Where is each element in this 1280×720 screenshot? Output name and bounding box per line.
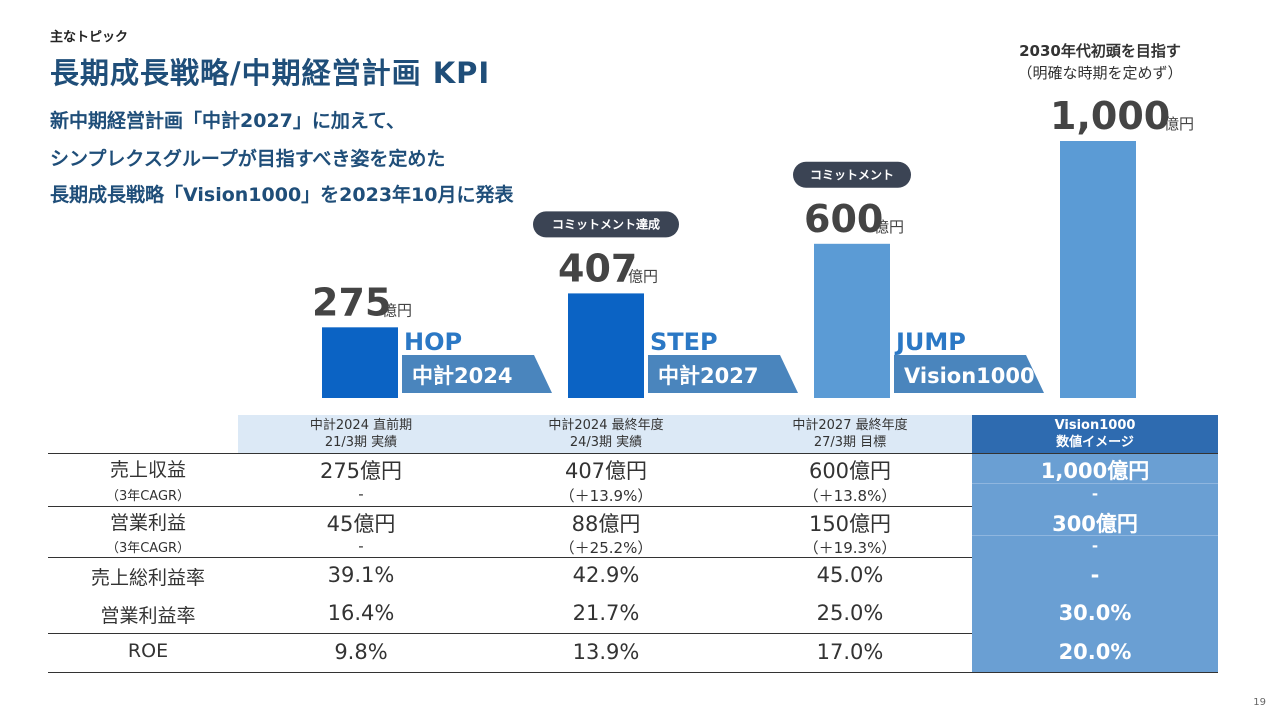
table-rule — [48, 672, 1218, 673]
table-cell: 300億円 — [1052, 512, 1138, 536]
row-label: 売上収益 — [109, 459, 186, 481]
column-header-1-line-1: 中計2024 直前期 — [309, 418, 413, 433]
table-cell: 16.4% — [327, 601, 395, 625]
column-header-1: 中計2024 直前期 21/3期 実績 — [238, 415, 484, 453]
column-header-2-line-1: 中計2024 最終年度 — [548, 418, 664, 433]
table-cell: 25.0% — [816, 601, 884, 625]
topic-label: 主なトピック — [50, 30, 129, 45]
table-cell: 407億円 — [564, 459, 648, 483]
phase-arrow-label: Vision1000 — [904, 364, 1035, 388]
row-label: 営業利益率 — [100, 605, 196, 627]
phase-label: HOP — [404, 328, 462, 356]
status-badge — [793, 161, 911, 188]
headline-line-1: 新中期経営計画「中計2027」に加えて、 — [50, 110, 405, 132]
table-cell: - — [358, 485, 364, 503]
column-header-3: 中計2027 最終年度 27/3期 目標 — [728, 415, 972, 453]
revenue-bar-chart: 中計2024HOP中計2027STEPVision1000JUMP275億円40… — [312, 94, 1194, 398]
table-cell: 17.0% — [816, 640, 884, 664]
table-cell: （＋13.9%） — [559, 487, 653, 505]
column-header-2-line-2: 24/3期 実績 — [569, 435, 643, 450]
headline-line-2: シンプレクスグループが目指すべき姿を定めた — [50, 148, 446, 170]
phase-arrow — [894, 355, 1044, 393]
revenue-bar — [1060, 141, 1136, 398]
bar-unit-label: 億円 — [874, 218, 904, 236]
table-cell: 30.0% — [1058, 601, 1132, 625]
status-badge — [533, 211, 679, 238]
bar-unit-label: 億円 — [628, 267, 658, 285]
table-cell: 600億円 — [808, 459, 892, 483]
vision-column-background — [972, 415, 1218, 673]
bar-unit-label: 億円 — [382, 301, 412, 319]
column-header-vision-line-2: 数値イメージ — [1056, 435, 1134, 450]
target-note: 2030年代初頭を目指す （明確な時期を定めず） — [980, 40, 1220, 84]
table-row-revenue: 売上収益 275億円 407億円 600億円 1,000億円 — [48, 455, 1218, 483]
column-header-3-line-2: 27/3期 目標 — [813, 435, 887, 450]
table-cell: 1,000億円 — [1040, 459, 1150, 483]
table-cell: 45億円 — [326, 512, 396, 536]
headline-line-3: 長期成長戦略「Vision1000」を2023年10月に発表 — [50, 184, 514, 206]
table-cell: 21.7% — [572, 601, 640, 625]
table-rule — [48, 453, 1218, 454]
table-cell: （＋13.8%） — [803, 487, 897, 505]
target-note-line-1: 2030年代初頭を目指す — [1019, 42, 1181, 60]
table-cell: 9.8% — [334, 640, 388, 664]
table-cell: （＋25.2%） — [559, 539, 653, 557]
row-label: （3年CAGR） — [105, 541, 191, 556]
table-cell: （＋19.3%） — [803, 539, 897, 557]
table-row-operating-margin: 営業利益率 16.4% 21.7% 25.0% 30.0% — [48, 601, 1218, 629]
phase-arrow — [402, 355, 552, 393]
table-rule — [48, 557, 972, 558]
column-header-2: 中計2024 最終年度 24/3期 実績 — [484, 415, 728, 453]
kpi-table: 中計2024 直前期 21/3期 実績 中計2024 最終年度 24/3期 実績… — [48, 415, 1218, 673]
revenue-bar — [322, 327, 398, 398]
status-badge-label: コミットメント達成 — [552, 216, 660, 231]
table-row-profit-cagr: （3年CAGR） - （＋25.2%） （＋19.3%） - — [48, 537, 1218, 557]
table-cell: - — [1091, 537, 1099, 555]
table-cell: 45.0% — [816, 563, 884, 587]
status-badge-label: コミットメント — [810, 168, 894, 182]
table-cell: 20.0% — [1058, 640, 1132, 664]
phase-label: JUMP — [894, 328, 966, 356]
table-rule — [48, 633, 972, 634]
table-row-roe: ROE 9.8% 13.9% 17.0% 20.0% — [48, 640, 1218, 668]
column-header-vision-line-1: Vision1000 — [1054, 418, 1136, 433]
phase-arrow-label: 中計2024 — [412, 364, 512, 388]
table-row-operating-profit: 営業利益 45億円 88億円 150億円 300億円 — [48, 508, 1218, 536]
table-cell: 13.9% — [572, 640, 640, 664]
bar-value-label: 275 — [312, 280, 391, 324]
phase-arrow-label: 中計2027 — [658, 364, 758, 388]
table-rule — [48, 506, 972, 507]
page-title: 長期成長戦略/中期経営計画 KPI — [50, 56, 491, 90]
bar-value-label: 600 — [804, 197, 883, 241]
table-row-gross-margin: 売上総利益率 39.1% 42.9% 45.0% - — [48, 563, 1218, 591]
bar-value-label: 407 — [558, 246, 637, 290]
column-header-vision: Vision1000 数値イメージ — [972, 415, 1218, 453]
row-label: ROE — [127, 640, 169, 662]
revenue-bar — [568, 293, 644, 398]
table-rule — [972, 483, 1218, 484]
table-cell: 275億円 — [319, 459, 403, 483]
table-cell: - — [1091, 485, 1099, 503]
table-rule — [972, 535, 1218, 536]
table-cell: 39.1% — [327, 563, 395, 587]
table-row-revenue-cagr: （3年CAGR） - （＋13.9%） （＋13.8%） - — [48, 485, 1218, 505]
table-cell: 88億円 — [571, 512, 641, 536]
target-note-line-2: （明確な時期を定めず） — [1017, 64, 1183, 82]
table-cell: - — [358, 537, 364, 555]
bar-value-label: 1,000 — [1050, 94, 1170, 138]
phase-arrow — [648, 355, 798, 393]
bar-unit-label: 億円 — [1164, 115, 1194, 133]
row-label: 営業利益 — [109, 512, 186, 534]
table-cell: - — [1090, 563, 1100, 587]
column-header-1-line-2: 21/3期 実績 — [324, 435, 398, 450]
revenue-bar — [814, 243, 890, 398]
column-header-3-line-1: 中計2027 最終年度 — [792, 418, 908, 433]
table-cell: 42.9% — [572, 563, 640, 587]
phase-label: STEP — [650, 328, 718, 356]
table-cell: 150億円 — [808, 512, 892, 536]
row-label: 売上総利益率 — [90, 567, 205, 589]
row-label: （3年CAGR） — [105, 489, 191, 504]
page-number: 19 — [1253, 697, 1266, 708]
